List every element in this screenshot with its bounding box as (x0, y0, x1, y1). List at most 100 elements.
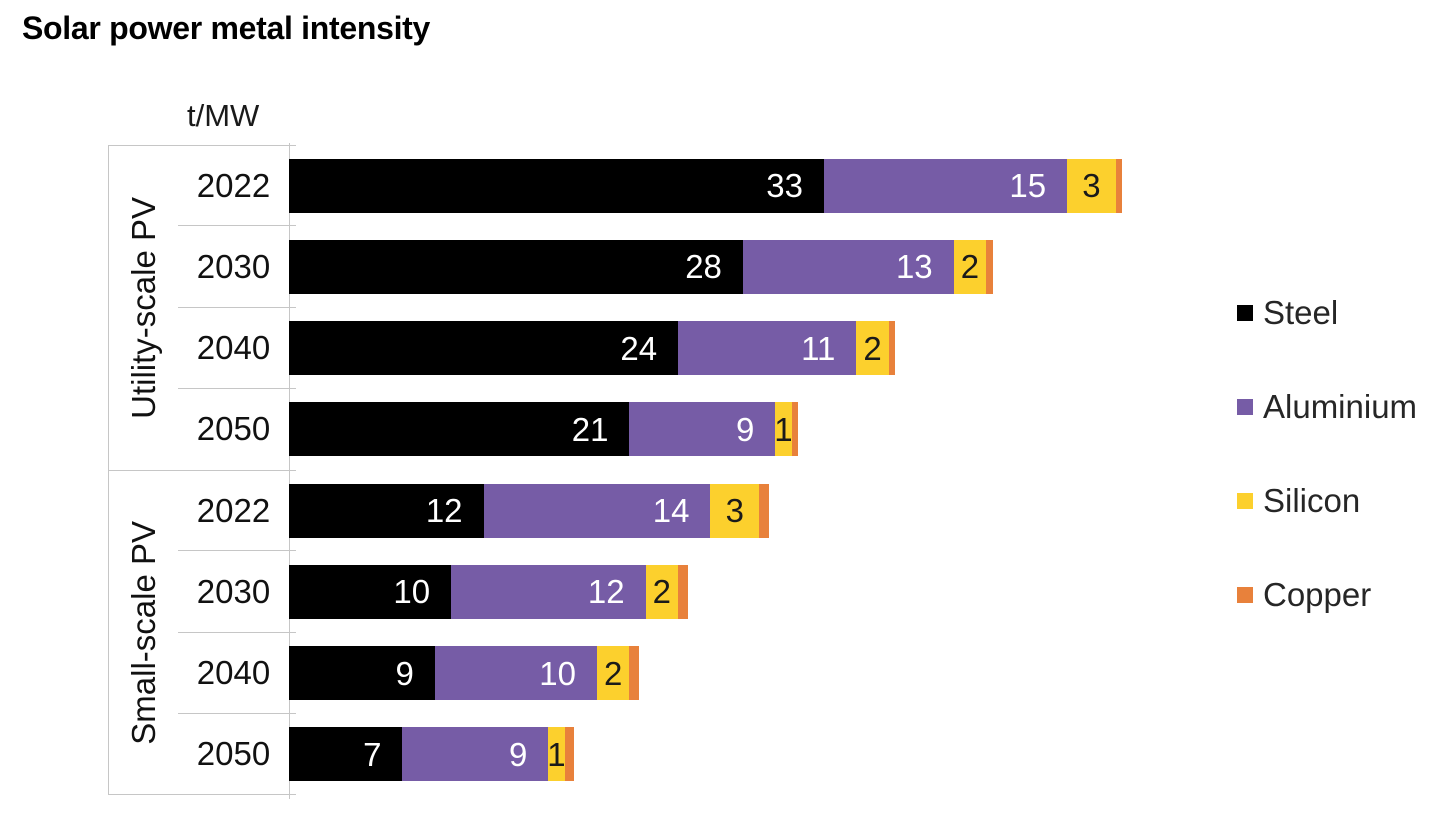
segment-silicon: 2 (856, 321, 889, 376)
segment-aluminium: 15 (823, 158, 1068, 213)
segment-aluminium: 13 (742, 239, 954, 294)
year-label: 2030 (178, 551, 296, 633)
segment-silicon: 1 (774, 402, 793, 457)
bar-track: 28 13 2 (289, 239, 1132, 294)
segment-steel: 33 (289, 158, 824, 213)
bar-track: 24 11 2 (289, 321, 1132, 376)
segment-value-label: 7 (363, 735, 382, 773)
segment-steel: 12 (289, 483, 484, 538)
legend-item-steel: Steel (1237, 294, 1417, 332)
segment-aluminium: 14 (483, 483, 711, 538)
plot-area: Utility-scale PV 2022 33 15 3 2030 28 13 2 2040 24… (108, 143, 1132, 799)
segment-copper (759, 483, 769, 538)
axis-unit-label: t/MW (187, 98, 260, 133)
segment-copper (678, 564, 688, 619)
bar-row-small-scale-pv-2040: 2040 9 10 2 (178, 633, 1132, 715)
segment-value-label: 3 (725, 492, 744, 530)
bar-row-utility-scale-pv-2050: 2050 21 9 1 (178, 389, 1132, 470)
bar-track: 12 14 3 (289, 483, 1132, 538)
segment-value-label: 14 (652, 492, 690, 530)
group-rows: 2022 33 15 3 2030 28 13 2 2040 24 11 2 2050 21 9 1 (178, 145, 1132, 470)
year-label: 2022 (178, 470, 296, 552)
segment-copper (986, 239, 993, 294)
bar-row-utility-scale-pv-2022: 2022 33 15 3 (178, 145, 1132, 227)
legend-label: Silicon (1263, 482, 1361, 519)
bar-row-utility-scale-pv-2030: 2030 28 13 2 (178, 226, 1132, 308)
legend-swatch-steel-icon (1237, 305, 1253, 321)
segment-silicon: 2 (597, 646, 630, 701)
group-label-text: Small-scale PV (124, 520, 162, 745)
legend-label: Copper (1263, 576, 1372, 613)
segment-copper (888, 321, 896, 376)
segment-steel: 21 (289, 402, 630, 457)
category-group-small-scale-pv: Small-scale PV 2022 12 14 3 2030 10 12 2 2040 9 10 2… (109, 470, 1132, 795)
legend-label: Aluminium (1263, 388, 1418, 425)
year-label: 2040 (178, 633, 296, 715)
legend: Steel Aluminium Silicon Copper (1237, 294, 1417, 614)
year-label: 2050 (196, 735, 271, 773)
segment-steel: 9 (289, 646, 435, 701)
segment-silicon: 2 (645, 564, 679, 619)
segment-value-label: 9 (735, 410, 755, 448)
segment-value-label: 28 (685, 248, 722, 286)
segment-value-label: 15 (1009, 167, 1047, 205)
segment-value-label: 9 (395, 654, 414, 692)
segment-copper (564, 727, 575, 782)
year-label: 2030 (178, 226, 296, 308)
legend-swatch-silicon-icon (1237, 493, 1253, 509)
segment-value-label: 12 (425, 492, 463, 530)
bar-track: 9 10 2 (289, 646, 1132, 701)
category-axis-line (289, 143, 290, 799)
group-label-utility-scale-pv: Utility-scale PV (109, 145, 178, 470)
segment-value-label: 10 (393, 573, 431, 611)
segment-value-label: 9 (509, 735, 528, 773)
legend-swatch-copper-icon (1237, 587, 1253, 603)
legend-label: Steel (1263, 294, 1339, 331)
segment-steel: 10 (289, 564, 452, 619)
segment-value-label: 2 (960, 248, 980, 286)
segment-value-label: 2 (604, 654, 623, 692)
group-label-text: Utility-scale PV (124, 196, 162, 419)
segment-steel: 28 (289, 239, 743, 294)
segment-aluminium: 9 (629, 402, 776, 457)
segment-copper (791, 402, 799, 457)
segment-silicon: 1 (547, 727, 566, 782)
segment-aluminium: 12 (451, 564, 646, 619)
chart-title: Solar power metal intensity (22, 10, 431, 46)
segment-silicon: 2 (953, 239, 987, 294)
segment-steel: 7 (289, 727, 403, 782)
segment-value-label: 2 (863, 329, 882, 367)
bar-track: 33 15 3 (289, 158, 1132, 213)
legend-item-aluminium: Aluminium (1237, 388, 1417, 426)
bar-row-small-scale-pv-2030: 2030 10 12 2 (178, 551, 1132, 633)
segment-copper (629, 646, 640, 701)
bar-row-small-scale-pv-2050: 2050 7 9 1 (178, 714, 1132, 795)
group-label-small-scale-pv: Small-scale PV (109, 470, 178, 795)
bar-row-utility-scale-pv-2040: 2040 24 11 2 (178, 308, 1132, 390)
year-label: 2050 (196, 410, 271, 448)
segment-value-label: 24 (620, 329, 658, 367)
segment-aluminium: 10 (434, 646, 597, 701)
segment-value-label: 10 (539, 654, 576, 692)
group-rows: 2022 12 14 3 2030 10 12 2 2040 9 10 2 2050 7 9 1 (178, 470, 1132, 795)
segment-value-label: 12 (587, 573, 625, 611)
segment-value-label: 21 (571, 410, 609, 448)
segment-value-label: 11 (801, 329, 836, 367)
segment-steel: 24 (289, 321, 679, 376)
segment-value-label: 1 (774, 410, 793, 448)
legend-item-copper: Copper (1237, 576, 1417, 614)
legend-swatch-aluminium-icon (1237, 399, 1253, 415)
segment-copper (1115, 158, 1123, 213)
segment-value-label: 2 (652, 573, 672, 611)
bar-track: 10 12 2 (289, 564, 1132, 619)
segment-value-label: 13 (895, 248, 933, 286)
year-label: 2022 (178, 145, 296, 227)
segment-silicon: 3 (710, 483, 760, 538)
year-label: 2040 (178, 308, 296, 390)
segment-aluminium: 9 (402, 727, 549, 782)
segment-aluminium: 11 (678, 321, 857, 376)
category-group-utility-scale-pv: Utility-scale PV 2022 33 15 3 2030 28 13 2 2040 24… (109, 145, 1132, 470)
segment-silicon: 3 (1067, 158, 1116, 213)
